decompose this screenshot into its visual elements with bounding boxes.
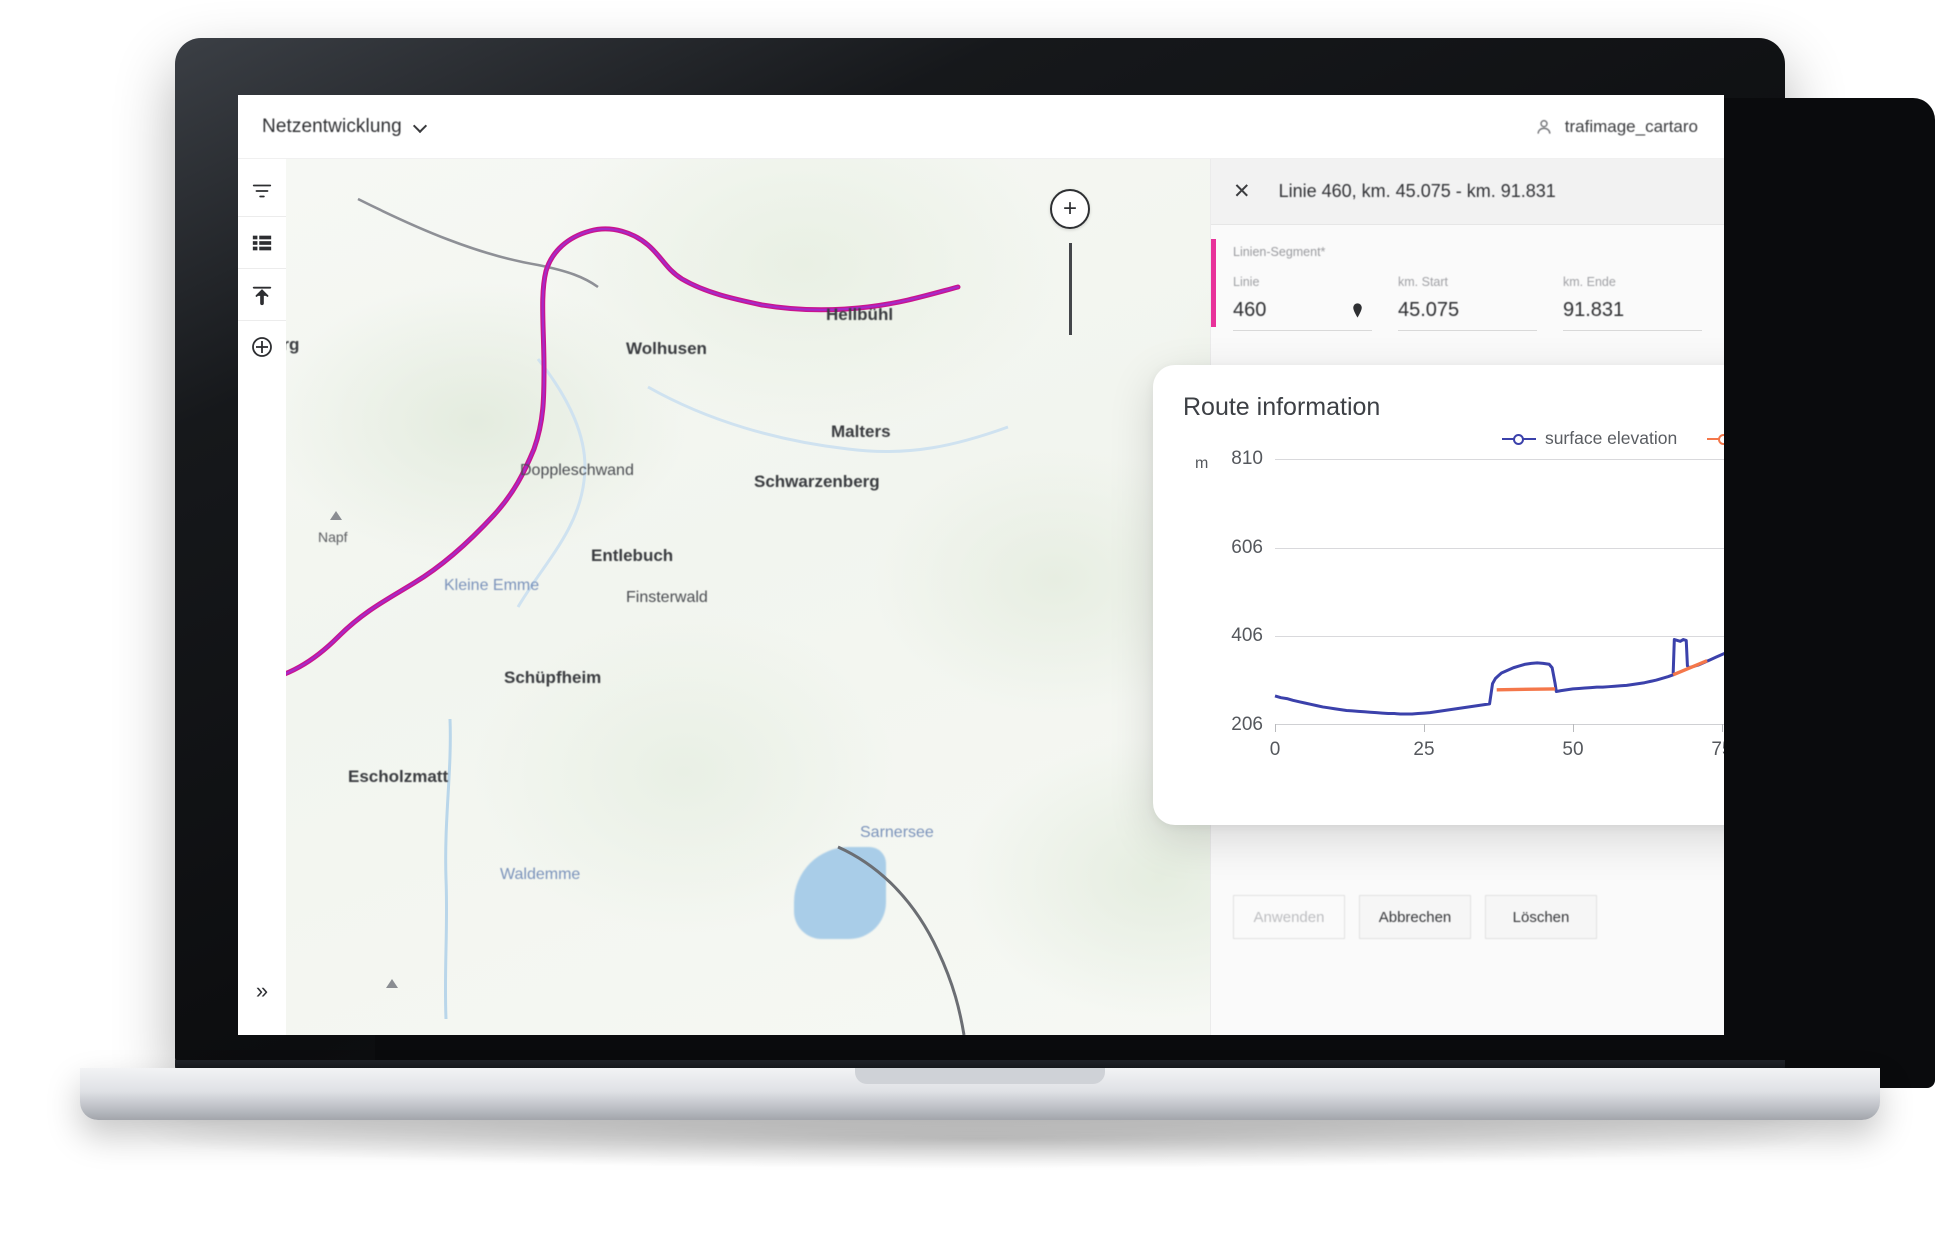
chart-plot-area: 0 25 50 75 100 km — [1270, 459, 1724, 760]
route-card-title: Route information — [1183, 393, 1381, 421]
railway-route — [243, 226, 961, 687]
gridline — [1275, 636, 1724, 638]
segment-caption: Linien-Segment* — [1233, 245, 1326, 259]
field-value: 91.831 — [1563, 299, 1625, 321]
user-name: trafimage_cartaro — [1564, 116, 1698, 136]
anwenden-button[interactable]: Anwenden — [1233, 895, 1345, 939]
loeschen-button[interactable]: Löschen — [1485, 895, 1597, 939]
expand-panel-icon[interactable]: » — [255, 978, 269, 1003]
map-label-waldemme: Waldemme — [500, 866, 581, 883]
app-header: Netzentwicklung trafimage_cartaro — [238, 95, 1724, 159]
map-label-doppleschwand: Doppleschwand — [520, 462, 634, 479]
lake-sarnersee — [794, 847, 886, 939]
surface-elevation-line — [1275, 459, 1724, 714]
x-tick-mark — [1722, 724, 1723, 732]
interpolated-altitude-segment-1 — [1673, 661, 1707, 675]
segment-accent-bar — [1211, 239, 1216, 327]
segment-field-row: Linie 460 km. Start 45.075 km. Ende — [1233, 275, 1702, 331]
x-tick-label: 0 — [1269, 739, 1281, 760]
interpolated-altitude-segment-0 — [1497, 689, 1555, 690]
app-switcher[interactable]: Netzentwicklung — [262, 116, 427, 138]
map-zoom-control[interactable]: + — [1048, 189, 1092, 335]
y-tick-label: 406 — [1231, 625, 1263, 647]
x-tick-label: 50 — [1562, 739, 1584, 760]
field-label: Linie — [1233, 275, 1260, 289]
legend-item-interpolated-altitude[interactable]: interpolated altitude — [1707, 428, 1724, 449]
user-menu[interactable]: trafimage_cartaro — [1534, 117, 1698, 137]
map-label-sarnersee: Sarnersee — [860, 824, 934, 841]
peak-marker-napf — [330, 511, 342, 520]
y-axis-unit: m — [1195, 455, 1209, 472]
chart-series-svg — [1275, 459, 1724, 725]
legend-item-surface-elevation[interactable]: surface elevation — [1501, 428, 1678, 449]
side-panel-header: ✕ Linie 460, km. 45.075 - km. 91.831 — [1211, 159, 1724, 225]
map-label-malters: Malters — [831, 422, 891, 441]
field-label: km. Start — [1398, 275, 1449, 289]
chart-legend: surface elevation interpolated altitude — [1183, 428, 1724, 449]
legend-label: surface elevation — [1544, 428, 1678, 448]
zoom-in-button[interactable]: + — [1050, 189, 1090, 229]
y-tick-label: 810 — [1231, 448, 1263, 469]
route-card-header: Route information ✕ — [1183, 393, 1724, 422]
add-target-icon[interactable] — [238, 321, 286, 373]
field-value: 460 — [1233, 299, 1267, 321]
abbrechen-button[interactable]: Abbrechen — [1359, 895, 1471, 939]
laptop-screen: Netzentwicklung trafimage_cartaro — [238, 95, 1724, 1035]
gridline — [1275, 459, 1724, 460]
map-label-finsterwald: Finsterwald — [626, 589, 708, 606]
map-label-schuepfheim: Schüpfheim — [504, 668, 602, 687]
map-label-schwarzenberg: Schwarzenberg — [754, 472, 880, 491]
chevron-down-icon[interactable] — [414, 120, 427, 133]
map-label-wolhusen: Wolhusen — [626, 339, 707, 358]
field-value: 45.075 — [1398, 299, 1460, 321]
map-label-entlebuch: Entlebuch — [591, 546, 674, 565]
map-label-napf: Napf — [318, 529, 348, 545]
map-rivers — [357, 197, 1009, 1035]
gridline — [1275, 547, 1724, 549]
field-linie[interactable]: Linie 460 — [1233, 275, 1372, 331]
app-title: Netzentwicklung — [262, 115, 402, 137]
location-pin-icon[interactable] — [1349, 302, 1366, 324]
map-label-escholzmatt: Escholzmatt — [348, 767, 449, 786]
legend-marker-icon — [1707, 432, 1724, 446]
x-tick-mark — [1573, 724, 1574, 732]
filter-icon[interactable] — [238, 165, 286, 217]
side-panel-body: Linien-Segment* Linie 460 km. Start 4 — [1211, 225, 1724, 331]
import-icon[interactable] — [238, 269, 286, 321]
zoom-slider-track[interactable] — [1068, 243, 1072, 335]
map-label-hellbuehl: Hellbühl — [826, 305, 894, 324]
route-information-card: Route information ✕ surface elevation in… — [1153, 365, 1724, 825]
field-label: km. Ende — [1563, 275, 1616, 289]
x-tick-label: 75 — [1711, 739, 1724, 760]
x-tick-mark — [1275, 724, 1276, 732]
y-tick-label: 606 — [1231, 536, 1263, 558]
field-km-ende[interactable]: km. Ende 91.831 — [1563, 275, 1702, 331]
map-label-kleine-emme: Kleine Emme — [444, 577, 540, 594]
user-icon — [1534, 117, 1554, 137]
x-tick-label: 25 — [1413, 739, 1435, 760]
side-panel-title: Linie 460, km. 45.075 - km. 91.831 — [1278, 181, 1556, 201]
elevation-profile-chart: m 810 606 406 206 0 — [1183, 448, 1724, 769]
close-icon[interactable]: ✕ — [1233, 180, 1251, 203]
table-icon[interactable] — [238, 217, 286, 269]
tool-rail[interactable] — [238, 165, 286, 373]
y-tick-label: 206 — [1231, 714, 1263, 735]
laptop-base — [80, 1068, 1880, 1120]
y-axis: 810 606 406 206 — [1183, 448, 1263, 735]
side-panel-actions: Anwenden Abbrechen Löschen — [1233, 895, 1597, 939]
x-tick-mark — [1424, 724, 1425, 732]
legend-marker-icon — [1501, 432, 1536, 446]
field-km-start[interactable]: km. Start 45.075 — [1398, 275, 1537, 331]
x-axis-line — [1275, 724, 1724, 725]
peak-marker-south — [386, 979, 398, 988]
